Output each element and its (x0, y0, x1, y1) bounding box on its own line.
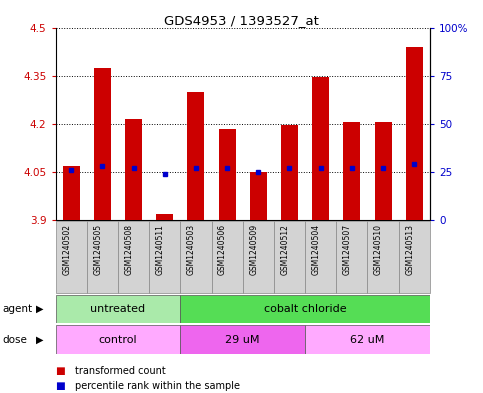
Bar (398, 221, 430, 293)
Text: 29 uM: 29 uM (226, 334, 260, 345)
Text: ■: ■ (56, 381, 65, 391)
Bar (281, 125, 298, 220)
Text: GSM1240509: GSM1240509 (249, 224, 258, 275)
Bar (149, 221, 180, 293)
Text: GDS4953 / 1393527_at: GDS4953 / 1393527_at (164, 14, 319, 27)
Bar (56, 221, 87, 293)
Text: ■: ■ (56, 366, 65, 376)
Bar (250, 172, 267, 220)
Text: GSM1240508: GSM1240508 (125, 224, 133, 275)
Bar (406, 47, 423, 220)
Bar (187, 92, 204, 220)
Text: GSM1240503: GSM1240503 (187, 224, 196, 275)
Bar (312, 77, 329, 220)
Bar (180, 221, 212, 293)
Bar (180, 325, 305, 354)
Text: GSM1240510: GSM1240510 (374, 224, 383, 275)
Text: agent: agent (2, 304, 32, 314)
Text: GSM1240507: GSM1240507 (343, 224, 352, 275)
Bar (56, 325, 180, 354)
Bar (368, 221, 398, 293)
Text: GSM1240505: GSM1240505 (93, 224, 102, 275)
Bar (374, 122, 392, 220)
Bar (156, 214, 173, 220)
Bar (274, 221, 305, 293)
Text: control: control (99, 334, 137, 345)
Bar (118, 221, 149, 293)
Bar (87, 221, 118, 293)
Text: GSM1240513: GSM1240513 (405, 224, 414, 275)
Bar (212, 221, 242, 293)
Text: untreated: untreated (90, 304, 145, 314)
Text: GSM1240506: GSM1240506 (218, 224, 227, 275)
Text: cobalt chloride: cobalt chloride (264, 304, 346, 314)
Text: dose: dose (2, 334, 28, 345)
Bar (242, 221, 274, 293)
Bar (125, 119, 142, 220)
Bar (56, 295, 180, 323)
Text: percentile rank within the sample: percentile rank within the sample (75, 381, 240, 391)
Text: ▶: ▶ (36, 304, 43, 314)
Bar (305, 325, 430, 354)
Bar (336, 221, 368, 293)
Bar (180, 295, 430, 323)
Text: GSM1240512: GSM1240512 (281, 224, 289, 275)
Text: GSM1240502: GSM1240502 (62, 224, 71, 275)
Bar (63, 165, 80, 220)
Text: ▶: ▶ (36, 334, 43, 345)
Bar (305, 221, 336, 293)
Text: transformed count: transformed count (75, 366, 166, 376)
Bar (94, 68, 111, 220)
Text: GSM1240504: GSM1240504 (312, 224, 321, 275)
Bar (218, 129, 236, 220)
Bar (343, 122, 360, 220)
Text: 62 uM: 62 uM (350, 334, 384, 345)
Text: GSM1240511: GSM1240511 (156, 224, 165, 275)
